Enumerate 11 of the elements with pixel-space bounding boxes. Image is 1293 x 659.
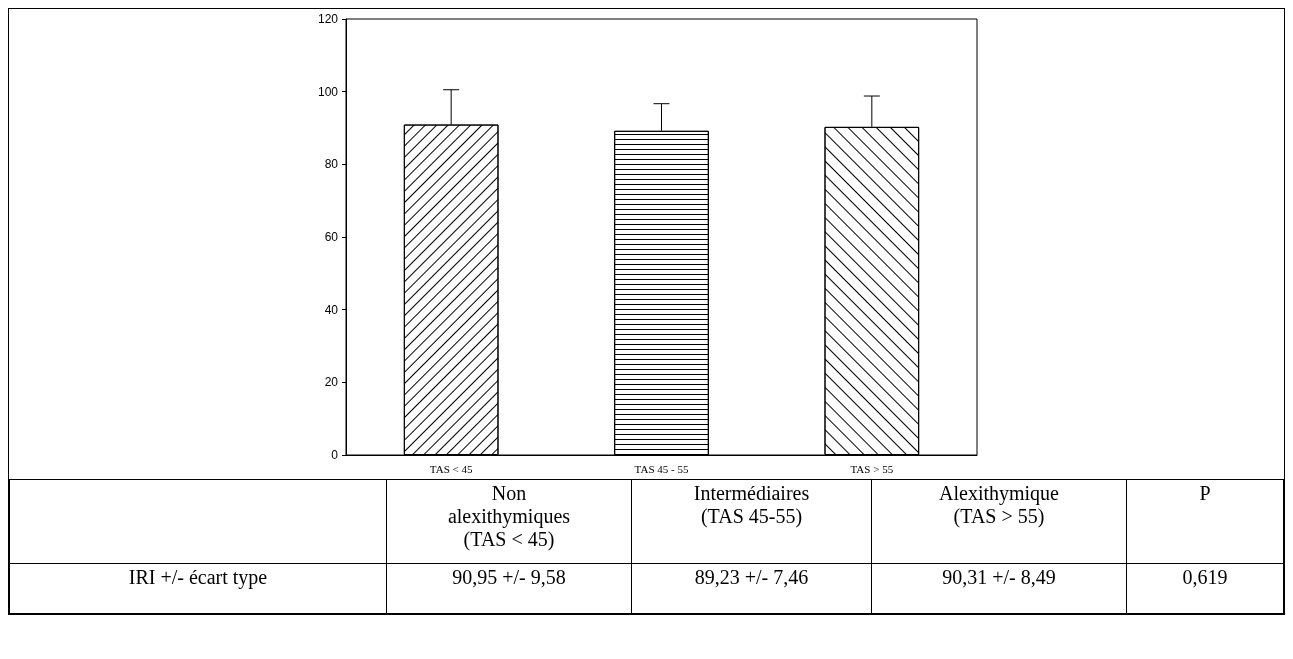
y-tick-label: 0 xyxy=(331,448,339,462)
y-tick-label: 40 xyxy=(324,302,339,317)
x-tick-label: TAS > 55 xyxy=(850,462,894,475)
y-tick-label: 80 xyxy=(324,157,339,172)
y-tick-label: 60 xyxy=(324,230,339,244)
x-tick-label: TAS < 45 xyxy=(429,462,473,475)
y-tick-label: 20 xyxy=(324,375,339,390)
y-tick-label: 100 xyxy=(317,84,339,99)
x-tick-label: TAS 45 - 55 xyxy=(634,462,689,475)
y-tick-label: 120 xyxy=(317,12,339,26)
table-grid: Non alexithymiques (TAS < 45) Intermédiaires (TAS 45-55) Alexithymique (TAS > 55) P IRI +/- écart type 90,95 +/- 9,58 89,23 +/- 7,46 90,31 +/- 8,49 0,619 xyxy=(9,479,1284,614)
